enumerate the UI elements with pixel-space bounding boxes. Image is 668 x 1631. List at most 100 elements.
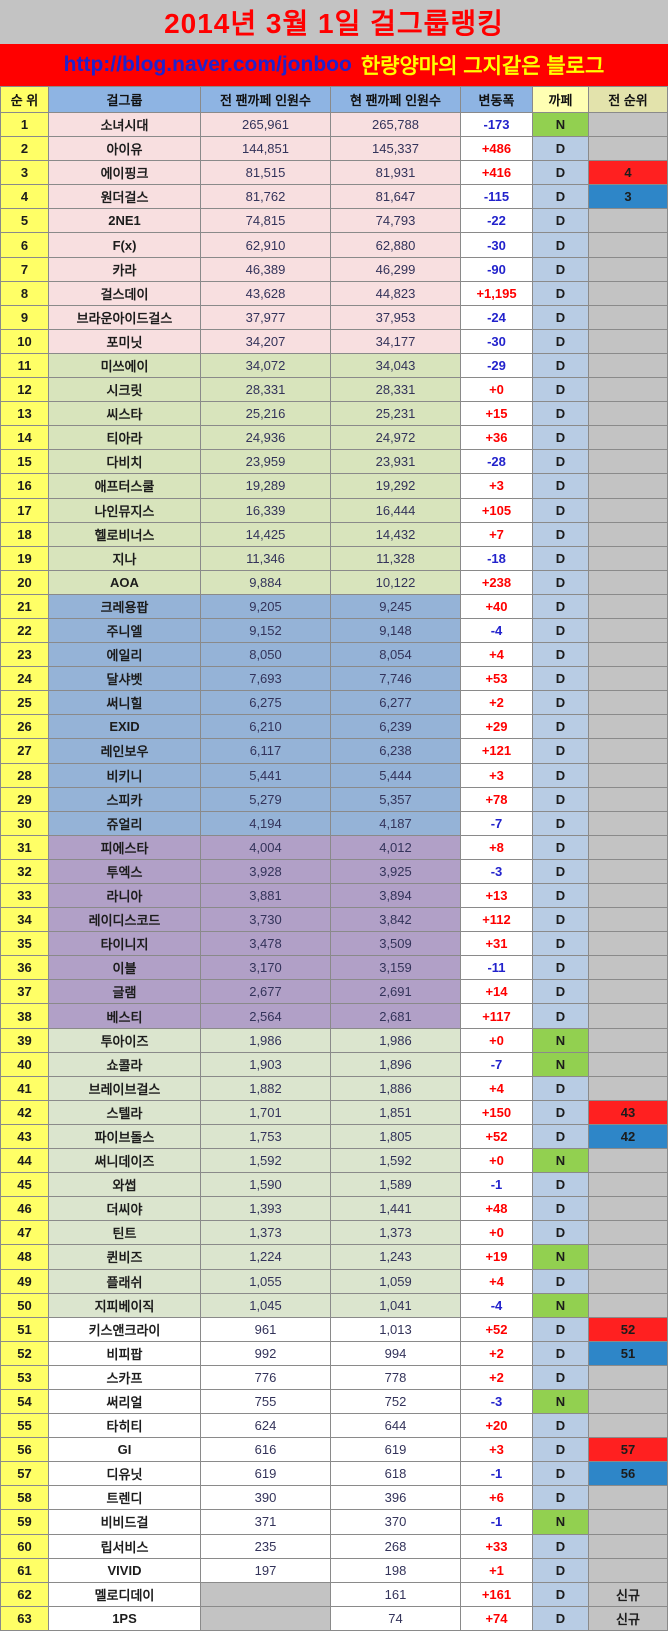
prev-rank <box>589 546 668 571</box>
cafe-flag: D <box>533 715 589 740</box>
prev-rank <box>589 1365 668 1390</box>
curr-count: 44,823 <box>331 281 461 306</box>
prev-rank <box>589 113 668 138</box>
prev-rank <box>589 1052 668 1077</box>
table-row: 13 씨스타 25,216 25,231 +15 D <box>1 402 668 427</box>
table-row: 9 브라운아이드걸스 37,977 37,953 -24 D <box>1 305 668 330</box>
page-title: 2014년 3월 1일 걸그룹랭킹 <box>164 8 504 39</box>
curr-count: 3,925 <box>331 859 461 884</box>
curr-count: 1,243 <box>331 1245 461 1270</box>
rank-cell: 52 <box>1 1341 49 1366</box>
rank-cell: 33 <box>1 884 49 909</box>
prev-count: 5,279 <box>201 787 331 812</box>
rank-cell: 44 <box>1 1149 49 1174</box>
table-row: 1 소녀시대 265,961 265,788 -173 N <box>1 113 668 138</box>
prev-count: 1,224 <box>201 1245 331 1270</box>
change-value: +3 <box>461 1438 533 1463</box>
curr-count: 3,159 <box>331 956 461 981</box>
curr-count: 619 <box>331 1438 461 1463</box>
rank-cell: 38 <box>1 1004 49 1029</box>
prev-rank <box>589 980 668 1005</box>
change-value: +7 <box>461 522 533 547</box>
group-name: 원더걸스 <box>49 185 201 210</box>
table-row: 6 F(x) 62,910 62,880 -30 D <box>1 233 668 258</box>
table-row: 8 걸스데이 43,628 44,823 +1,195 D <box>1 281 668 306</box>
group-name: 립서비스 <box>49 1534 201 1559</box>
change-value: +14 <box>461 980 533 1005</box>
prev-rank <box>589 691 668 716</box>
change-value: +4 <box>461 643 533 668</box>
cafe-flag: N <box>533 1052 589 1077</box>
table-row: 46 더씨야 1,393 1,441 +48 D <box>1 1197 668 1222</box>
change-value: +2 <box>461 1365 533 1390</box>
curr-count: 1,592 <box>331 1149 461 1174</box>
table-row: 25 써니힐 6,275 6,277 +2 D <box>1 691 668 716</box>
curr-count: 994 <box>331 1341 461 1366</box>
cafe-flag: D <box>533 1173 589 1198</box>
prev-count: 1,986 <box>201 1028 331 1053</box>
group-name: 레이디스코드 <box>49 908 201 933</box>
rank-cell: 39 <box>1 1028 49 1053</box>
curr-count: 28,331 <box>331 378 461 403</box>
rank-cell: 1 <box>1 113 49 138</box>
change-value: +36 <box>461 426 533 451</box>
table-row: 18 헬로비너스 14,425 14,432 +7 D <box>1 522 668 547</box>
rank-cell: 50 <box>1 1293 49 1318</box>
prev-rank <box>589 233 668 258</box>
table-row: 4 원더걸스 81,762 81,647 -115 D 3 <box>1 185 668 210</box>
rank-cell: 6 <box>1 233 49 258</box>
table-row: 33 라니아 3,881 3,894 +13 D <box>1 884 668 909</box>
curr-count: 370 <box>331 1510 461 1535</box>
group-name: 주니엘 <box>49 618 201 644</box>
table-row: 56 GI 616 619 +3 D 57 <box>1 1438 668 1463</box>
table-row: 35 타이니지 3,478 3,509 +31 D <box>1 932 668 957</box>
prev-count: 43,628 <box>201 281 331 306</box>
table-row: 15 다비치 23,959 23,931 -28 D <box>1 450 668 475</box>
prev-rank <box>589 1510 668 1535</box>
rank-cell: 2 <box>1 137 49 162</box>
prev-count: 1,055 <box>201 1269 331 1294</box>
curr-count: 1,441 <box>331 1197 461 1222</box>
prev-count: 1,753 <box>201 1124 331 1150</box>
prev-count: 6,210 <box>201 715 331 740</box>
curr-count: 5,444 <box>331 763 461 788</box>
group-name: 투아이즈 <box>49 1028 201 1053</box>
prev-count: 3,730 <box>201 908 331 933</box>
curr-count: 34,177 <box>331 329 461 354</box>
prev-rank <box>589 908 668 933</box>
prev-count: 81,762 <box>201 185 331 210</box>
group-name: 디유닛 <box>49 1462 201 1487</box>
group-name: 시크릿 <box>49 378 201 403</box>
curr-count: 752 <box>331 1389 461 1415</box>
change-value: +52 <box>461 1124 533 1150</box>
change-value: -7 <box>461 1052 533 1077</box>
group-name: 애프터스쿨 <box>49 474 201 499</box>
curr-count: 9,148 <box>331 618 461 644</box>
change-value: -1 <box>461 1462 533 1487</box>
prev-rank: 신규 <box>589 1582 668 1607</box>
change-value: -3 <box>461 1389 533 1415</box>
group-name: 비키니 <box>49 763 201 788</box>
prev-rank <box>589 1534 668 1559</box>
prev-count: 2,564 <box>201 1004 331 1029</box>
prev-count: 81,515 <box>201 161 331 186</box>
table-row: 63 1PS 74 +74 D 신규 <box>1 1606 668 1631</box>
rank-cell: 42 <box>1 1100 49 1125</box>
change-value: -4 <box>461 618 533 644</box>
group-name: 피에스타 <box>49 835 201 860</box>
cafe-flag: D <box>533 811 589 836</box>
cafe-flag: D <box>533 1462 589 1487</box>
curr-count: 19,292 <box>331 474 461 499</box>
prev-count: 1,373 <box>201 1221 331 1246</box>
change-value: -4 <box>461 1293 533 1318</box>
rank-cell: 62 <box>1 1582 49 1607</box>
table-row: 40 쇼콜라 1,903 1,896 -7 N <box>1 1052 668 1077</box>
prev-rank <box>589 643 668 668</box>
prev-count: 8,050 <box>201 643 331 668</box>
group-name: 티아라 <box>49 426 201 451</box>
rank-cell: 18 <box>1 522 49 547</box>
change-value: +117 <box>461 1004 533 1029</box>
prev-rank <box>589 594 668 619</box>
cafe-flag: D <box>533 956 589 981</box>
